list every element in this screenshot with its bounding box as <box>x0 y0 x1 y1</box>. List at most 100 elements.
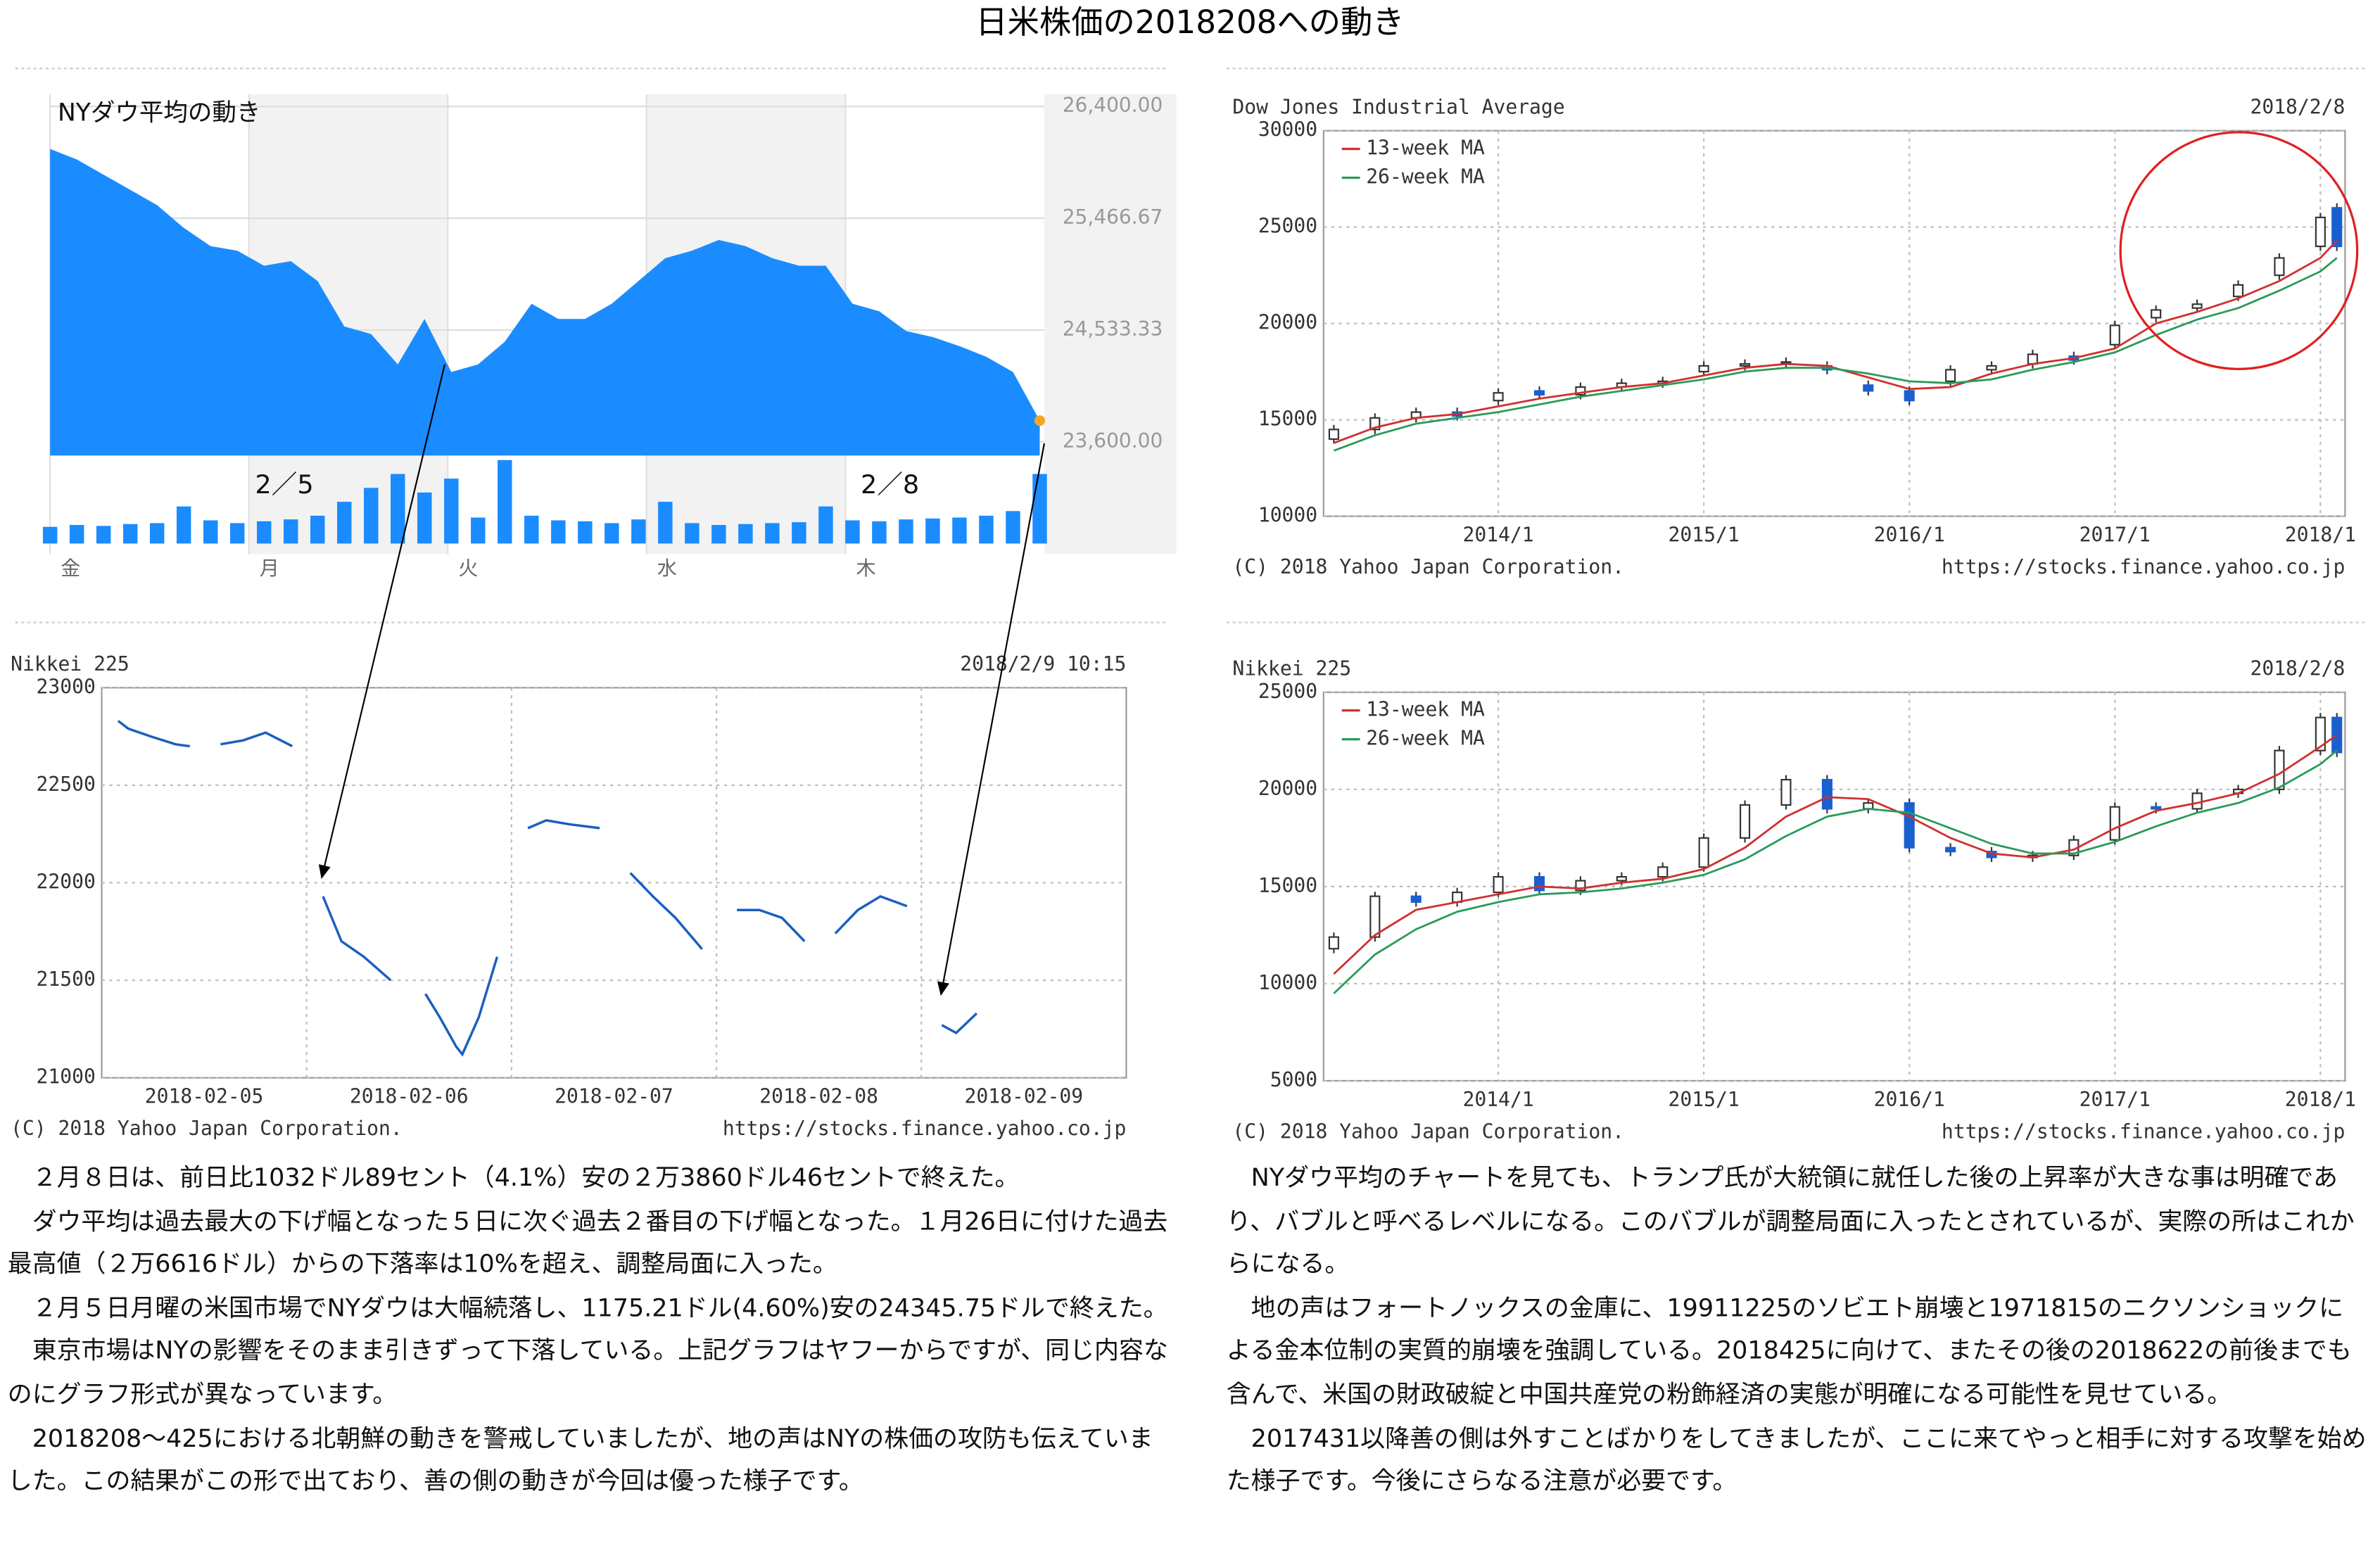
paragraph: 2018208～425における北朝鮮の動きを警戒していましたが、地の声はNYの株… <box>7 1423 1153 1496</box>
arrow <box>318 364 446 880</box>
x-tick-label: 2017/1 <box>2080 524 2151 547</box>
paragraph: NYダウ平均のチャートを見ても、トランプ氏が大統領に就任した後の上昇率が大きな事… <box>1226 1162 2355 1279</box>
candle-body <box>1657 866 1669 878</box>
volume-bar <box>149 523 165 544</box>
paragraphs: NYダウ平均のチャートを見ても、トランプ氏が大統領に就任した後の上昇率が大きな事… <box>1227 1157 2368 1504</box>
y-tick-label: 10000 <box>1258 971 1317 994</box>
x-tick-label: 火 <box>458 557 478 580</box>
legend-label: 26-week MA <box>1366 727 1485 750</box>
volume-bar <box>96 526 111 544</box>
axis-panel <box>1044 94 1177 554</box>
legend-label: 26-week MA <box>1366 165 1485 189</box>
volume-bar <box>444 478 459 544</box>
x-tick-label: 月 <box>260 557 279 580</box>
candle-body <box>1821 778 1833 810</box>
text-column-left: ２月８日は、前日比1032ドル89セント（4.1%）安の２万3860ドル46セン… <box>8 1157 1177 1504</box>
candle-body <box>1739 363 1751 367</box>
price-line <box>424 956 499 1057</box>
candle-body <box>2109 324 2120 346</box>
candle-body <box>2151 309 2162 319</box>
volume-bar <box>685 523 700 544</box>
y-tick-label: 21500 <box>37 968 96 991</box>
volume-bar <box>578 521 593 544</box>
y-tick-label: 20000 <box>1258 311 1317 334</box>
volume-bar <box>765 523 780 544</box>
y-tick-label: 24,533.33 <box>1063 317 1163 341</box>
chart-date: 2018/2/8 <box>2250 95 2345 118</box>
volume-bar <box>845 520 860 544</box>
candle-body <box>1533 875 1545 892</box>
volume-bar <box>551 520 566 544</box>
copyright: (C) 2018 Yahoo Japan Corporation. <box>11 1117 403 1140</box>
y-tick-label: 15000 <box>1258 874 1317 897</box>
chart-title: Nikkei 225 <box>11 652 129 676</box>
chart-date: 2018/2/9 10:15 <box>960 652 1126 676</box>
price-line <box>737 908 806 942</box>
volume-bar <box>337 502 352 544</box>
price-line <box>629 872 703 950</box>
y-tick-label: 23000 <box>37 675 96 698</box>
annotation: 2／8 <box>861 469 919 500</box>
volume-bar <box>230 523 245 544</box>
copyright: (C) 2018 Yahoo Japan Corporation. <box>1232 555 1624 578</box>
volume-bar <box>176 506 191 544</box>
candle-body <box>2027 353 2038 365</box>
volume-bar <box>310 515 325 544</box>
plot-frame <box>101 687 1127 1079</box>
legend-label: 13-week MA <box>1366 137 1485 160</box>
chart-date: 2018/2/8 <box>2250 657 2345 680</box>
candle-body <box>2274 257 2285 277</box>
candle-body <box>1533 390 1545 396</box>
x-tick-label: 2018/1 <box>2285 1088 2356 1111</box>
source-url: https://stocks.finance.yahoo.co.jp <box>1942 555 2345 578</box>
volume-bar <box>658 502 673 544</box>
candle-body <box>1945 847 1956 853</box>
volume-bar <box>524 515 539 544</box>
volume-bar <box>498 459 512 544</box>
y-tick-label: 22000 <box>37 870 96 893</box>
y-tick-label: 22500 <box>37 773 96 796</box>
candle-body <box>1410 895 1422 904</box>
chart-title: NYダウ平均の動き <box>58 99 260 127</box>
ma-line <box>1333 749 2338 994</box>
ma-line <box>1333 734 2338 975</box>
x-tick-label: 2018-02-09 <box>964 1085 1083 1108</box>
candle-body <box>1739 804 1751 839</box>
paragraph: ２月８日は、前日比1032ドル89セント（4.1%）安の２万3860ドル46セン… <box>32 1162 1020 1192</box>
candle-body <box>1328 429 1339 440</box>
price-line <box>322 896 392 982</box>
volume-bar <box>203 520 218 544</box>
arrow <box>937 443 1045 996</box>
volume-bar <box>364 488 379 544</box>
candle-body <box>1698 365 1709 373</box>
candle-body <box>2315 716 2326 752</box>
volume-bar <box>122 524 138 544</box>
candle-body <box>1698 837 1709 868</box>
y-tick-label: 30000 <box>1258 118 1317 141</box>
volume-bar <box>979 515 994 544</box>
y-tick-label: 26,400.00 <box>1063 94 1163 117</box>
candle-body <box>1904 390 1915 402</box>
y-tick-label: 23,600.00 <box>1063 429 1163 452</box>
chart-title: Nikkei 225 <box>1232 657 1351 680</box>
volume-bar <box>605 523 619 544</box>
x-tick-label: 2018-02-08 <box>759 1085 878 1108</box>
volume-bar <box>1032 474 1047 544</box>
candle-body <box>2151 806 2162 810</box>
volume-bar <box>738 524 753 544</box>
volume-bar <box>792 522 806 544</box>
x-tick-label: 2016/1 <box>1874 524 1945 547</box>
candle-body <box>1945 369 1956 382</box>
paragraph: ダウ平均は過去最大の下げ幅となった５日に次ぐ過去２番目の下げ幅となった。１月26… <box>7 1206 1168 1279</box>
x-tick-label: 2017/1 <box>2080 1088 2151 1111</box>
candle-body <box>1616 875 1627 882</box>
candle-body <box>1493 392 1504 402</box>
y-tick-label: 21000 <box>37 1065 96 1089</box>
candle-body <box>1369 895 1381 938</box>
source-url: https://stocks.finance.yahoo.co.jp <box>1942 1120 2345 1143</box>
candle-body <box>1986 365 1997 371</box>
candle-body <box>2191 303 2203 309</box>
volume-bar <box>257 521 272 544</box>
paragraphs: ２月８日は、前日比1032ドル89セント（4.1%）安の２万3860ドル46セン… <box>8 1157 1177 1504</box>
